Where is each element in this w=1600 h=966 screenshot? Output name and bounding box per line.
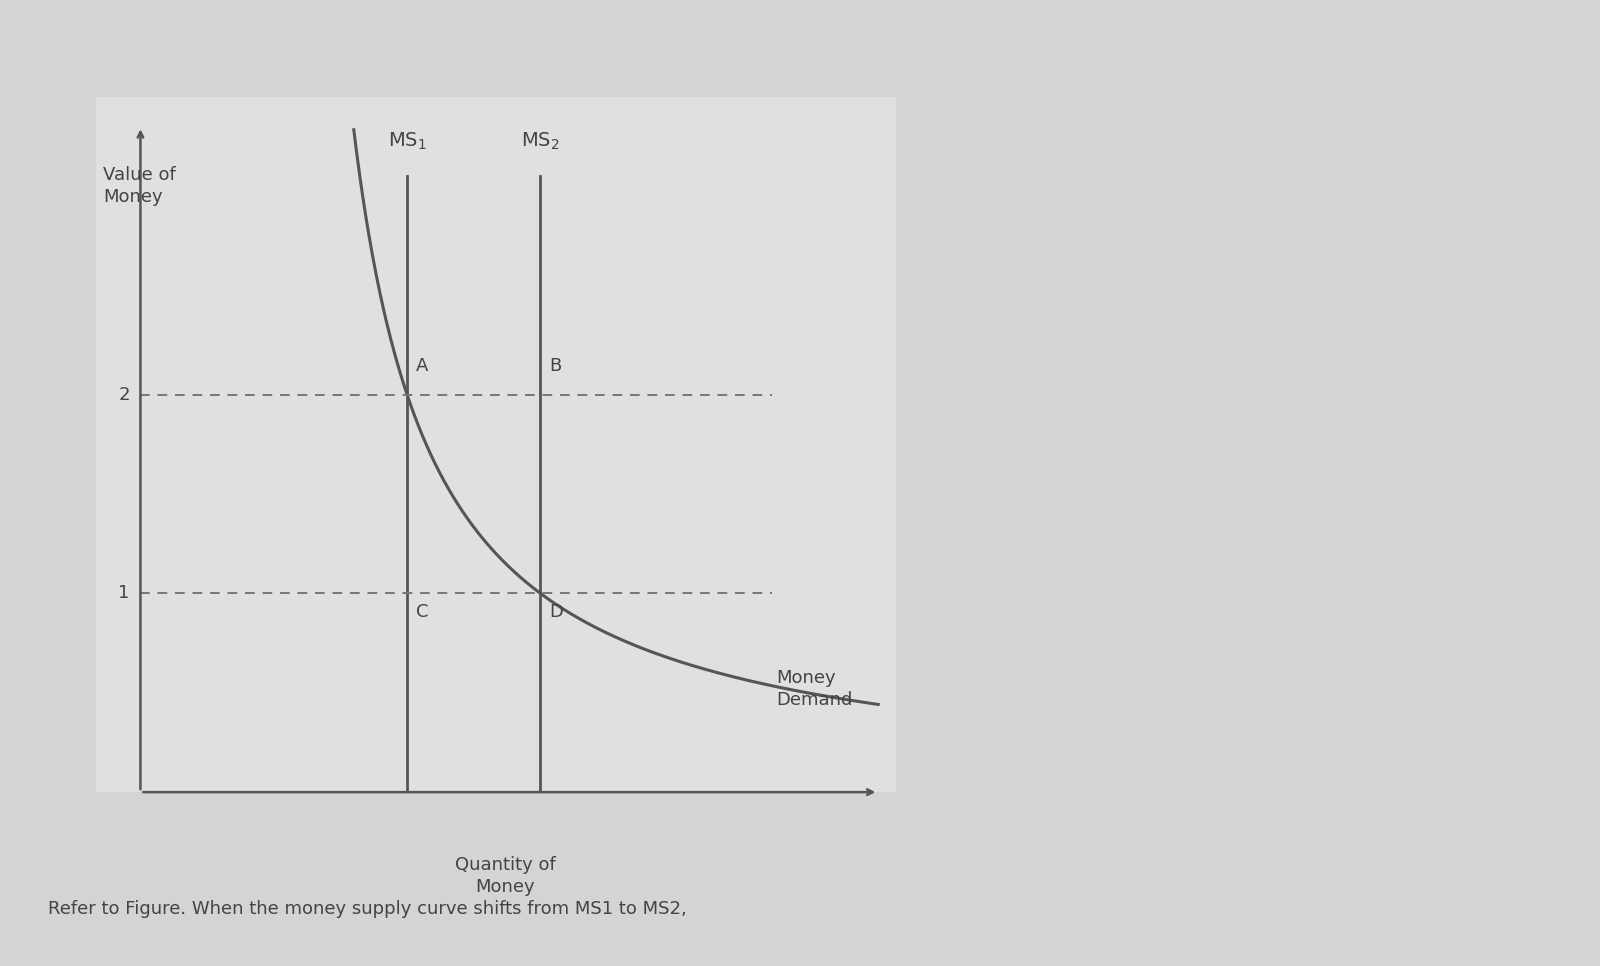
Text: 1: 1	[118, 584, 130, 603]
Text: C: C	[416, 604, 429, 621]
Text: MS$_2$: MS$_2$	[522, 131, 560, 153]
Text: Refer to Figure. When the money supply curve shifts from MS1 to MS2,: Refer to Figure. When the money supply c…	[48, 899, 686, 918]
Text: D: D	[549, 604, 563, 621]
Text: B: B	[549, 356, 562, 375]
Text: A: A	[416, 356, 429, 375]
Text: Value of
Money: Value of Money	[102, 166, 176, 207]
Text: 2: 2	[118, 385, 130, 404]
Text: MS$_1$: MS$_1$	[387, 131, 427, 153]
Text: Quantity of
Money: Quantity of Money	[454, 856, 555, 895]
Text: Money
Demand: Money Demand	[776, 668, 853, 709]
